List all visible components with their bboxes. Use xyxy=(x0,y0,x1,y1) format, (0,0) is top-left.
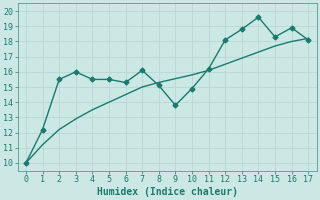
X-axis label: Humidex (Indice chaleur): Humidex (Indice chaleur) xyxy=(97,186,237,197)
